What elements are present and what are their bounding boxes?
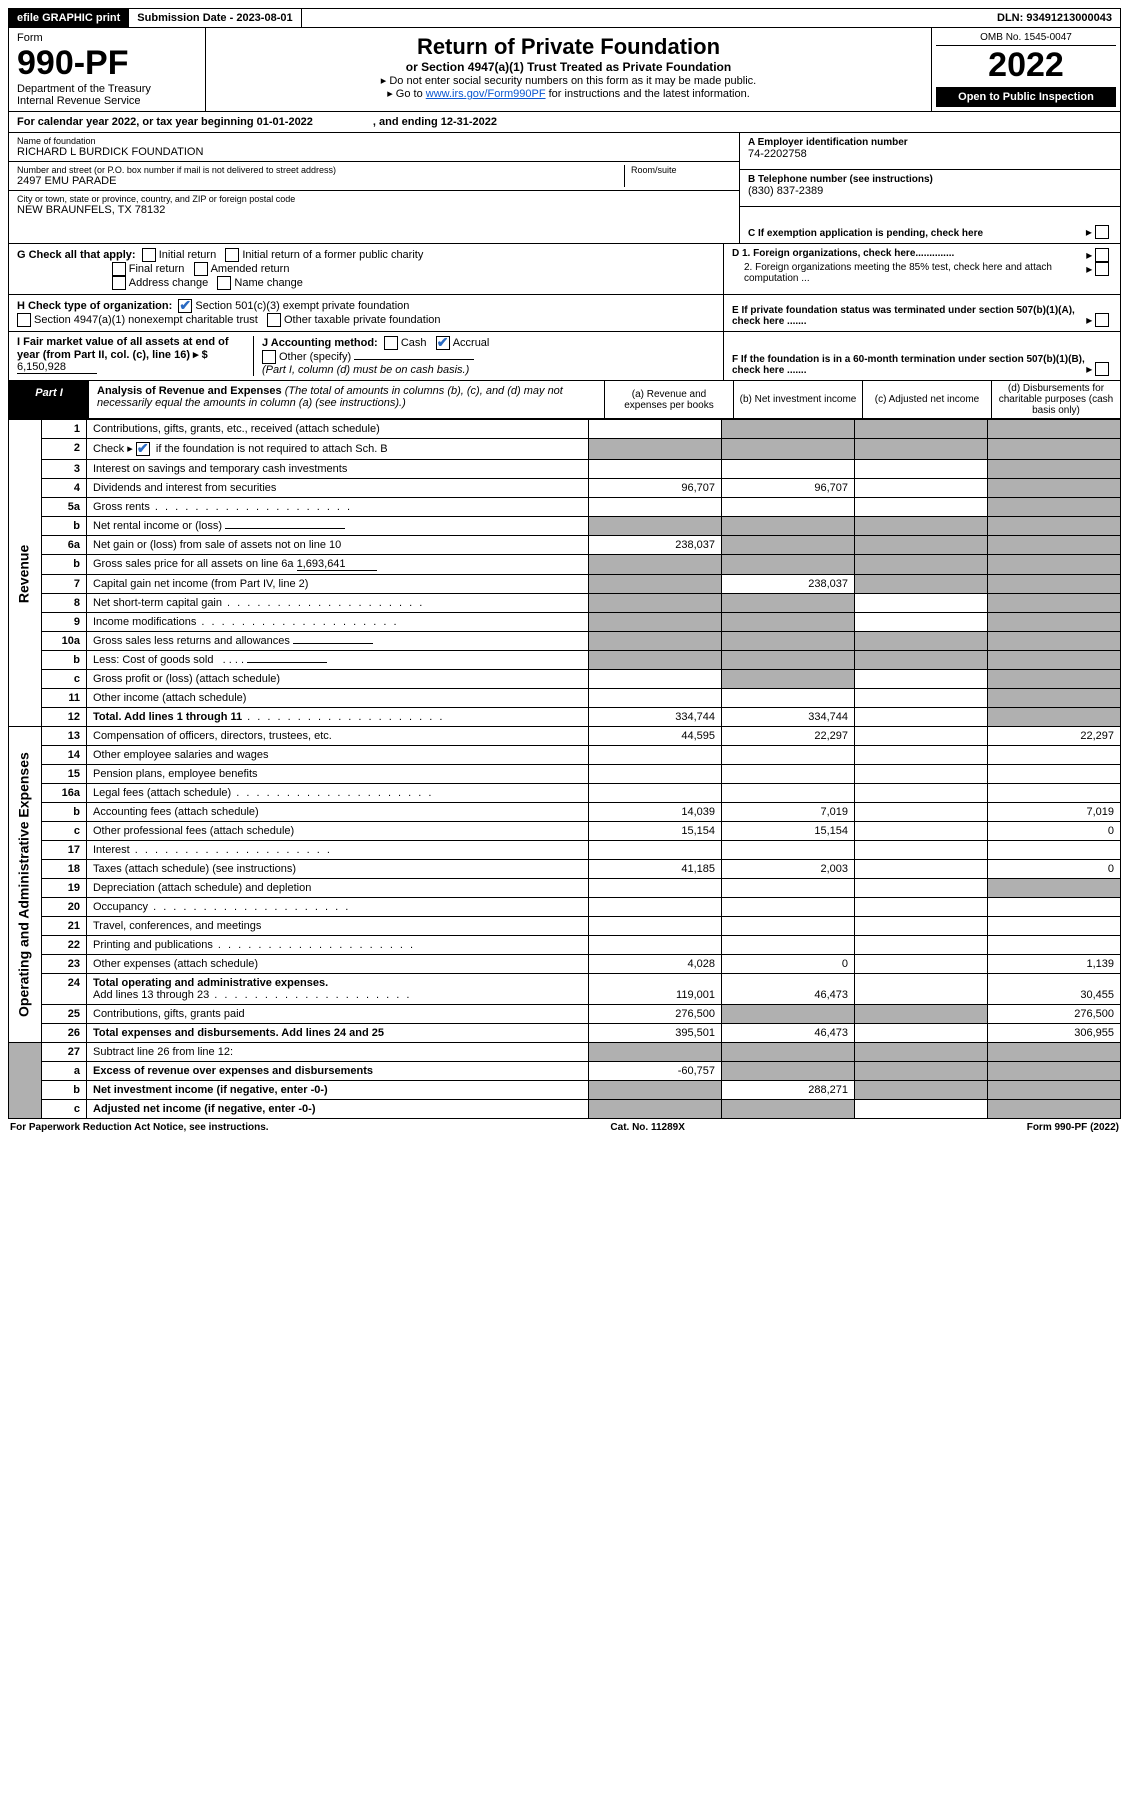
form-header: Form 990-PF Department of the Treasury I…	[8, 28, 1121, 112]
g-row: G Check all that apply: Initial return I…	[8, 244, 1121, 295]
e-label: E If private foundation status was termi…	[732, 305, 1075, 327]
e-checkbox[interactable]	[1095, 313, 1109, 327]
city-label: City or town, state or province, country…	[17, 194, 731, 204]
irs-link[interactable]: www.irs.gov/Form990PF	[426, 88, 546, 100]
expenses-label: Operating and Administrative Expenses	[9, 727, 42, 1043]
final-return-cb[interactable]	[112, 262, 126, 276]
dept-line1: Department of the Treasury	[17, 83, 197, 95]
col-d-header: (d) Disbursements for charitable purpose…	[992, 381, 1120, 418]
other-method-cb[interactable]	[262, 350, 276, 364]
accrual-cb[interactable]	[436, 336, 450, 350]
city-state-zip: NEW BRAUNFELS, TX 78132	[17, 204, 731, 216]
phone-value: (830) 837-2389	[748, 185, 1112, 197]
foundation-name: RICHARD L BURDICK FOUNDATION	[17, 146, 731, 158]
part1-label: Part I	[9, 381, 89, 418]
street-address: 2497 EMU PARADE	[17, 175, 624, 187]
footer-right: Form 990-PF (2022)	[1027, 1122, 1119, 1133]
ein-value: 74-2202758	[748, 148, 1112, 160]
col-c-header: (c) Adjusted net income	[863, 381, 992, 418]
i-label: I Fair market value of all assets at end…	[17, 336, 229, 361]
part1-header: Part I Analysis of Revenue and Expenses …	[8, 381, 1121, 419]
h-label: H Check type of organization:	[17, 300, 172, 312]
f-checkbox[interactable]	[1095, 362, 1109, 376]
cash-cb[interactable]	[384, 336, 398, 350]
schb-cb[interactable]	[136, 442, 150, 456]
d1-label: D 1. Foreign organizations, check here..…	[732, 248, 954, 259]
amended-return-cb[interactable]	[194, 262, 208, 276]
address-change-cb[interactable]	[112, 276, 126, 290]
cal-end: , and ending 12-31-2022	[373, 116, 497, 128]
part1-table: Revenue 1Contributions, gifts, grants, e…	[8, 419, 1121, 1119]
form-number: 990-PF	[17, 44, 197, 83]
id-block: Name of foundation RICHARD L BURDICK FOU…	[8, 133, 1121, 244]
form-note2: ▸ Go to www.irs.gov/Form990PF for instru…	[222, 87, 915, 100]
501c3-cb[interactable]	[178, 299, 192, 313]
form-title: Return of Private Foundation	[222, 34, 915, 60]
other-taxable-cb[interactable]	[267, 313, 281, 327]
cal-begin: For calendar year 2022, or tax year begi…	[17, 116, 313, 128]
part1-title: Analysis of Revenue and Expenses	[97, 385, 282, 397]
calendar-row: For calendar year 2022, or tax year begi…	[8, 112, 1121, 133]
name-label: Name of foundation	[17, 136, 731, 146]
f-label: F If the foundation is in a 60-month ter…	[732, 354, 1085, 376]
col-b-header: (b) Net investment income	[734, 381, 863, 418]
efile-badge: efile GRAPHIC print	[9, 9, 129, 27]
form-subtitle: or Section 4947(a)(1) Trust Treated as P…	[222, 60, 915, 74]
j-label: J Accounting method:	[262, 337, 378, 349]
ein-label: A Employer identification number	[748, 137, 908, 148]
d2-checkbox[interactable]	[1095, 262, 1109, 276]
h-row: H Check type of organization: Section 50…	[8, 295, 1121, 332]
j-note: (Part I, column (d) must be on cash basi…	[262, 364, 469, 376]
initial-public-cb[interactable]	[225, 248, 239, 262]
col-a-header: (a) Revenue and expenses per books	[605, 381, 734, 418]
name-change-cb[interactable]	[217, 276, 231, 290]
addr-label: Number and street (or P.O. box number if…	[17, 165, 624, 175]
public-inspection: Open to Public Inspection	[936, 87, 1116, 107]
revenue-label: Revenue	[9, 420, 42, 727]
d2-label: 2. Foreign organizations meeting the 85%…	[732, 262, 1086, 284]
form-label: Form	[17, 32, 197, 44]
initial-return-cb[interactable]	[142, 248, 156, 262]
tax-year: 2022	[936, 46, 1116, 85]
c-checkbox[interactable]	[1095, 225, 1109, 239]
footer-mid: Cat. No. 11289X	[610, 1122, 684, 1133]
dept-line2: Internal Revenue Service	[17, 95, 197, 107]
d1-checkbox[interactable]	[1095, 248, 1109, 262]
top-bar: efile GRAPHIC print Submission Date - 20…	[8, 8, 1121, 28]
dln: DLN: 93491213000043	[989, 9, 1120, 27]
footer-left: For Paperwork Reduction Act Notice, see …	[10, 1122, 269, 1133]
ij-row: I Fair market value of all assets at end…	[8, 332, 1121, 381]
fmv-value: 6,150,928	[17, 361, 97, 374]
g-label: G Check all that apply:	[17, 249, 136, 261]
omb-number: OMB No. 1545-0047	[936, 32, 1116, 46]
4947-cb[interactable]	[17, 313, 31, 327]
c-label: C If exemption application is pending, c…	[748, 228, 983, 239]
room-label: Room/suite	[631, 165, 731, 175]
form-note1: ▸ Do not enter social security numbers o…	[222, 74, 915, 87]
phone-label: B Telephone number (see instructions)	[748, 174, 933, 185]
page-footer: For Paperwork Reduction Act Notice, see …	[8, 1119, 1121, 1136]
submission-date: Submission Date - 2023-08-01	[129, 9, 301, 27]
